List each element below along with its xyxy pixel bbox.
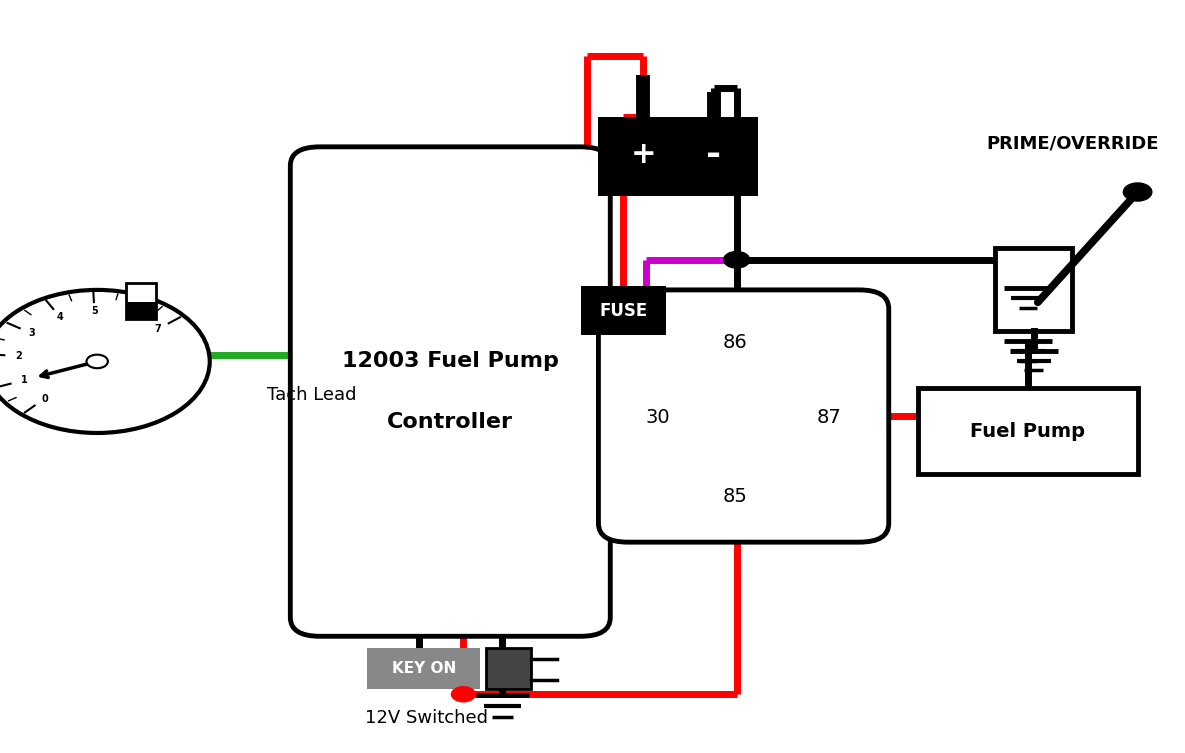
Circle shape <box>87 355 108 368</box>
Bar <box>126 282 155 319</box>
Bar <box>598 117 758 196</box>
Text: 87: 87 <box>818 408 841 428</box>
Text: Tach Lead: Tach Lead <box>267 386 357 404</box>
Bar <box>126 302 155 319</box>
Text: KEY ON: KEY ON <box>391 661 456 675</box>
Text: 0: 0 <box>41 394 47 404</box>
Text: 6: 6 <box>126 311 133 321</box>
Bar <box>995 248 1072 331</box>
Text: 3: 3 <box>28 328 36 338</box>
Bar <box>367 648 480 689</box>
Text: 1: 1 <box>20 375 27 386</box>
Text: 85: 85 <box>723 487 747 507</box>
Circle shape <box>87 355 108 368</box>
Text: 30: 30 <box>646 408 670 428</box>
Circle shape <box>724 252 750 268</box>
Text: 86: 86 <box>723 333 747 352</box>
Text: 5: 5 <box>91 306 98 316</box>
Text: +: + <box>630 140 656 169</box>
Circle shape <box>1123 183 1152 201</box>
Text: 2: 2 <box>15 351 23 361</box>
Text: Fuel Pump: Fuel Pump <box>971 422 1085 441</box>
FancyBboxPatch shape <box>598 290 889 542</box>
Text: Controller: Controller <box>387 412 513 431</box>
FancyBboxPatch shape <box>290 147 610 636</box>
Text: -: - <box>706 138 722 172</box>
Circle shape <box>451 687 475 702</box>
Bar <box>918 388 1138 474</box>
Bar <box>581 286 666 335</box>
Bar <box>486 648 531 689</box>
Text: PRIME/OVERRIDE: PRIME/OVERRIDE <box>986 134 1159 152</box>
Text: 12003 Fuel Pump: 12003 Fuel Pump <box>341 352 559 371</box>
Text: 12V Switched: 12V Switched <box>365 709 488 727</box>
Text: 4: 4 <box>57 312 64 322</box>
Circle shape <box>0 290 210 433</box>
Text: FUSE: FUSE <box>600 302 647 319</box>
Text: 7: 7 <box>154 325 161 334</box>
